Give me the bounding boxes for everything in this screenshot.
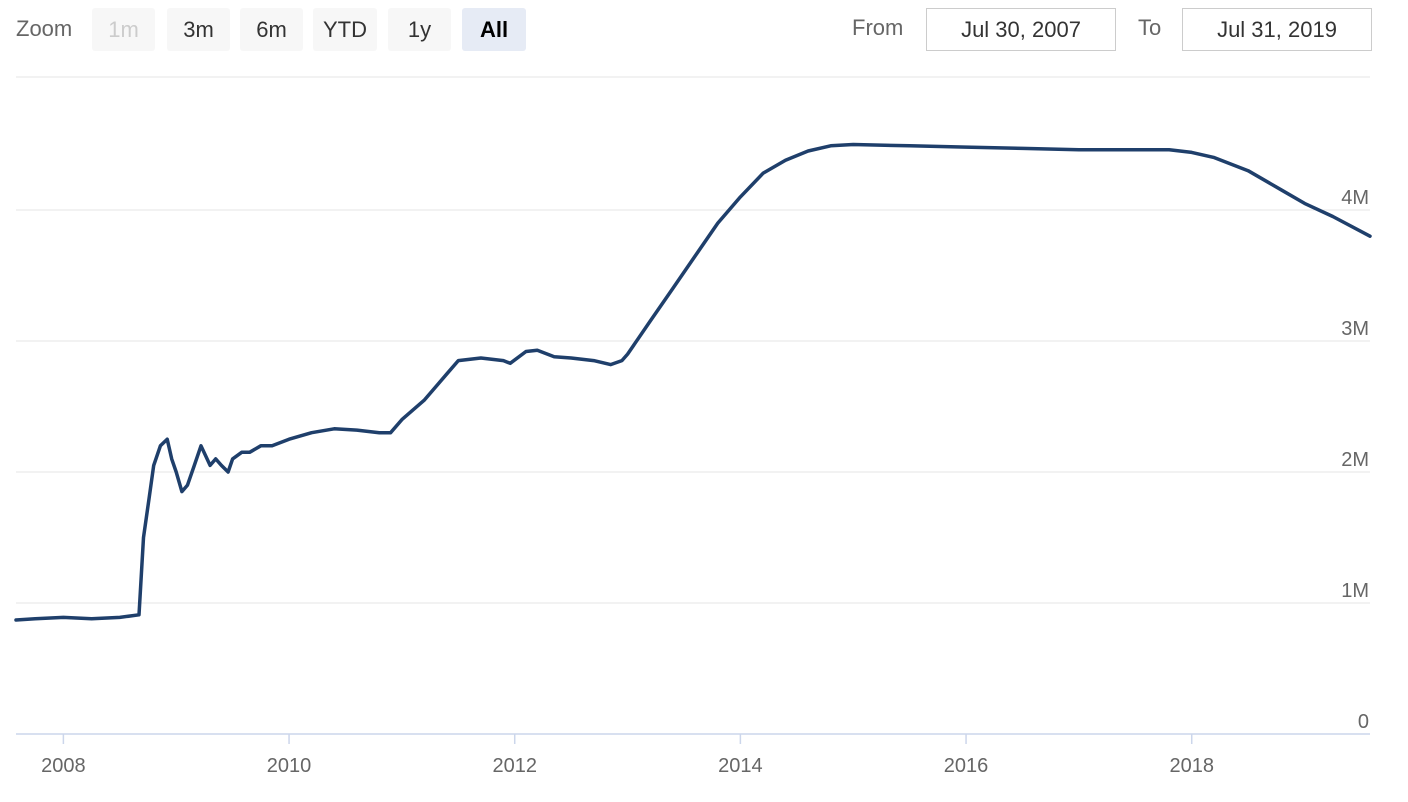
range-selector-toolbar: Zoom 1m 3m 6m YTD 1y All From Jul 30, 20…	[0, 0, 1408, 60]
to-date-input[interactable]: Jul 31, 2019	[1182, 8, 1372, 51]
y-axis-ticks: 0 1M 2M 3M 4M	[1341, 187, 1369, 733]
y-tick-label: 0	[1358, 711, 1369, 733]
from-label: From	[852, 15, 904, 40]
to-label: To	[1138, 15, 1162, 40]
y-tick-label: 4M	[1341, 187, 1369, 209]
series-line	[14, 142, 1372, 622]
x-tick-label: 2018	[1169, 755, 1214, 777]
from-date-input[interactable]: Jul 30, 2007	[926, 8, 1116, 51]
zoom-1m-button: 1m	[92, 8, 155, 51]
zoom-1y-button[interactable]: 1y	[388, 8, 451, 51]
x-tick-label: 2010	[267, 755, 312, 777]
zoom-all-button[interactable]: All	[462, 8, 526, 51]
y-tick-label: 3M	[1341, 318, 1369, 340]
x-tick-label: 2014	[718, 755, 763, 777]
x-axis-ticks: 2008 2010 2012 2014 2016 2018	[41, 734, 1214, 777]
y-tick-label: 1M	[1341, 580, 1369, 602]
zoom-ytd-button[interactable]: YTD	[313, 8, 377, 51]
gridlines	[16, 209, 1370, 604]
zoom-label: Zoom	[16, 16, 73, 41]
y-tick-label: 2M	[1341, 449, 1369, 471]
x-tick-label: 2008	[41, 755, 86, 777]
zoom-3m-button[interactable]: 3m	[167, 8, 230, 51]
x-tick-label: 2012	[492, 755, 537, 777]
zoom-6m-button[interactable]: 6m	[240, 8, 303, 51]
x-tick-label: 2016	[944, 755, 989, 777]
